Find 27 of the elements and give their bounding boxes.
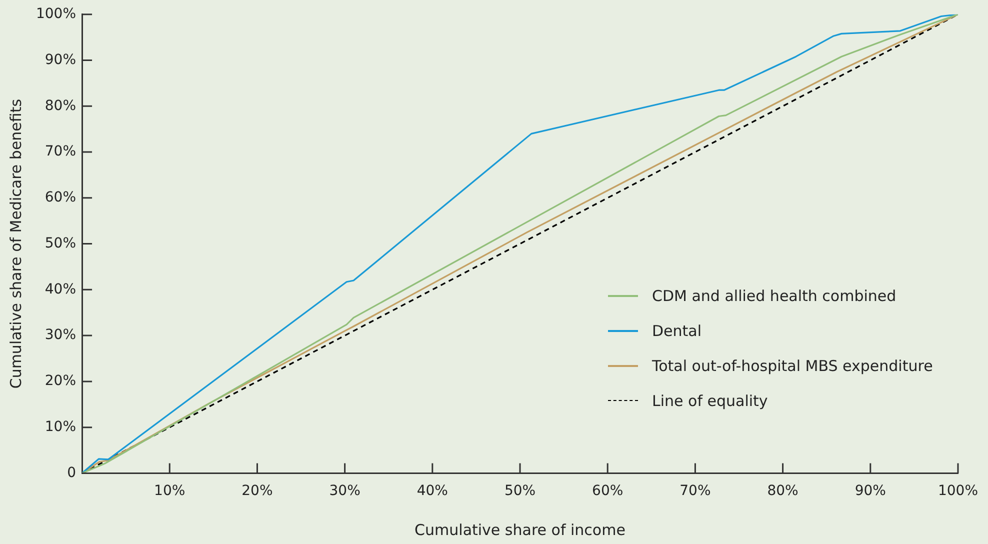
y-tick-label: 50%: [44, 235, 76, 252]
y-tick-label: 70%: [44, 144, 76, 160]
y-tick-label: 90%: [44, 52, 76, 68]
x-tick-label: 60%: [592, 483, 624, 500]
x-axis-title: Cumulative share of income: [414, 520, 626, 539]
y-tick-label: 20%: [44, 373, 76, 390]
y-tick-label: 10%: [44, 418, 76, 435]
legend-label: Dental: [652, 322, 702, 340]
y-tick-label: 60%: [44, 190, 76, 206]
x-tick-label: 20%: [242, 483, 273, 500]
x-tick-label: 40%: [416, 483, 448, 500]
y-tick-label: 100%: [36, 6, 76, 22]
y-tick-label: 40%: [44, 281, 76, 298]
legend-label: Line of equality: [652, 392, 768, 410]
x-tick-label: 70%: [680, 483, 711, 500]
x-tick-label: 90%: [854, 483, 886, 500]
y-tick-label: 80%: [44, 98, 76, 114]
legend-label: CDM and allied health combined: [652, 286, 896, 304]
y-tick-label: 30%: [44, 327, 76, 344]
y-axis-title: Cumulative share of Medicare benefits: [6, 98, 25, 389]
y-tick-label: 0: [67, 464, 76, 481]
x-tick-label: 80%: [767, 483, 798, 500]
x-tick-label: 10%: [154, 483, 186, 500]
x-tick-label: 50%: [504, 483, 536, 500]
x-tick-label: 100%: [938, 483, 978, 500]
x-tick-label: 30%: [329, 483, 360, 500]
legend-label: Total out-of-hospital MBS expenditure: [652, 356, 933, 374]
